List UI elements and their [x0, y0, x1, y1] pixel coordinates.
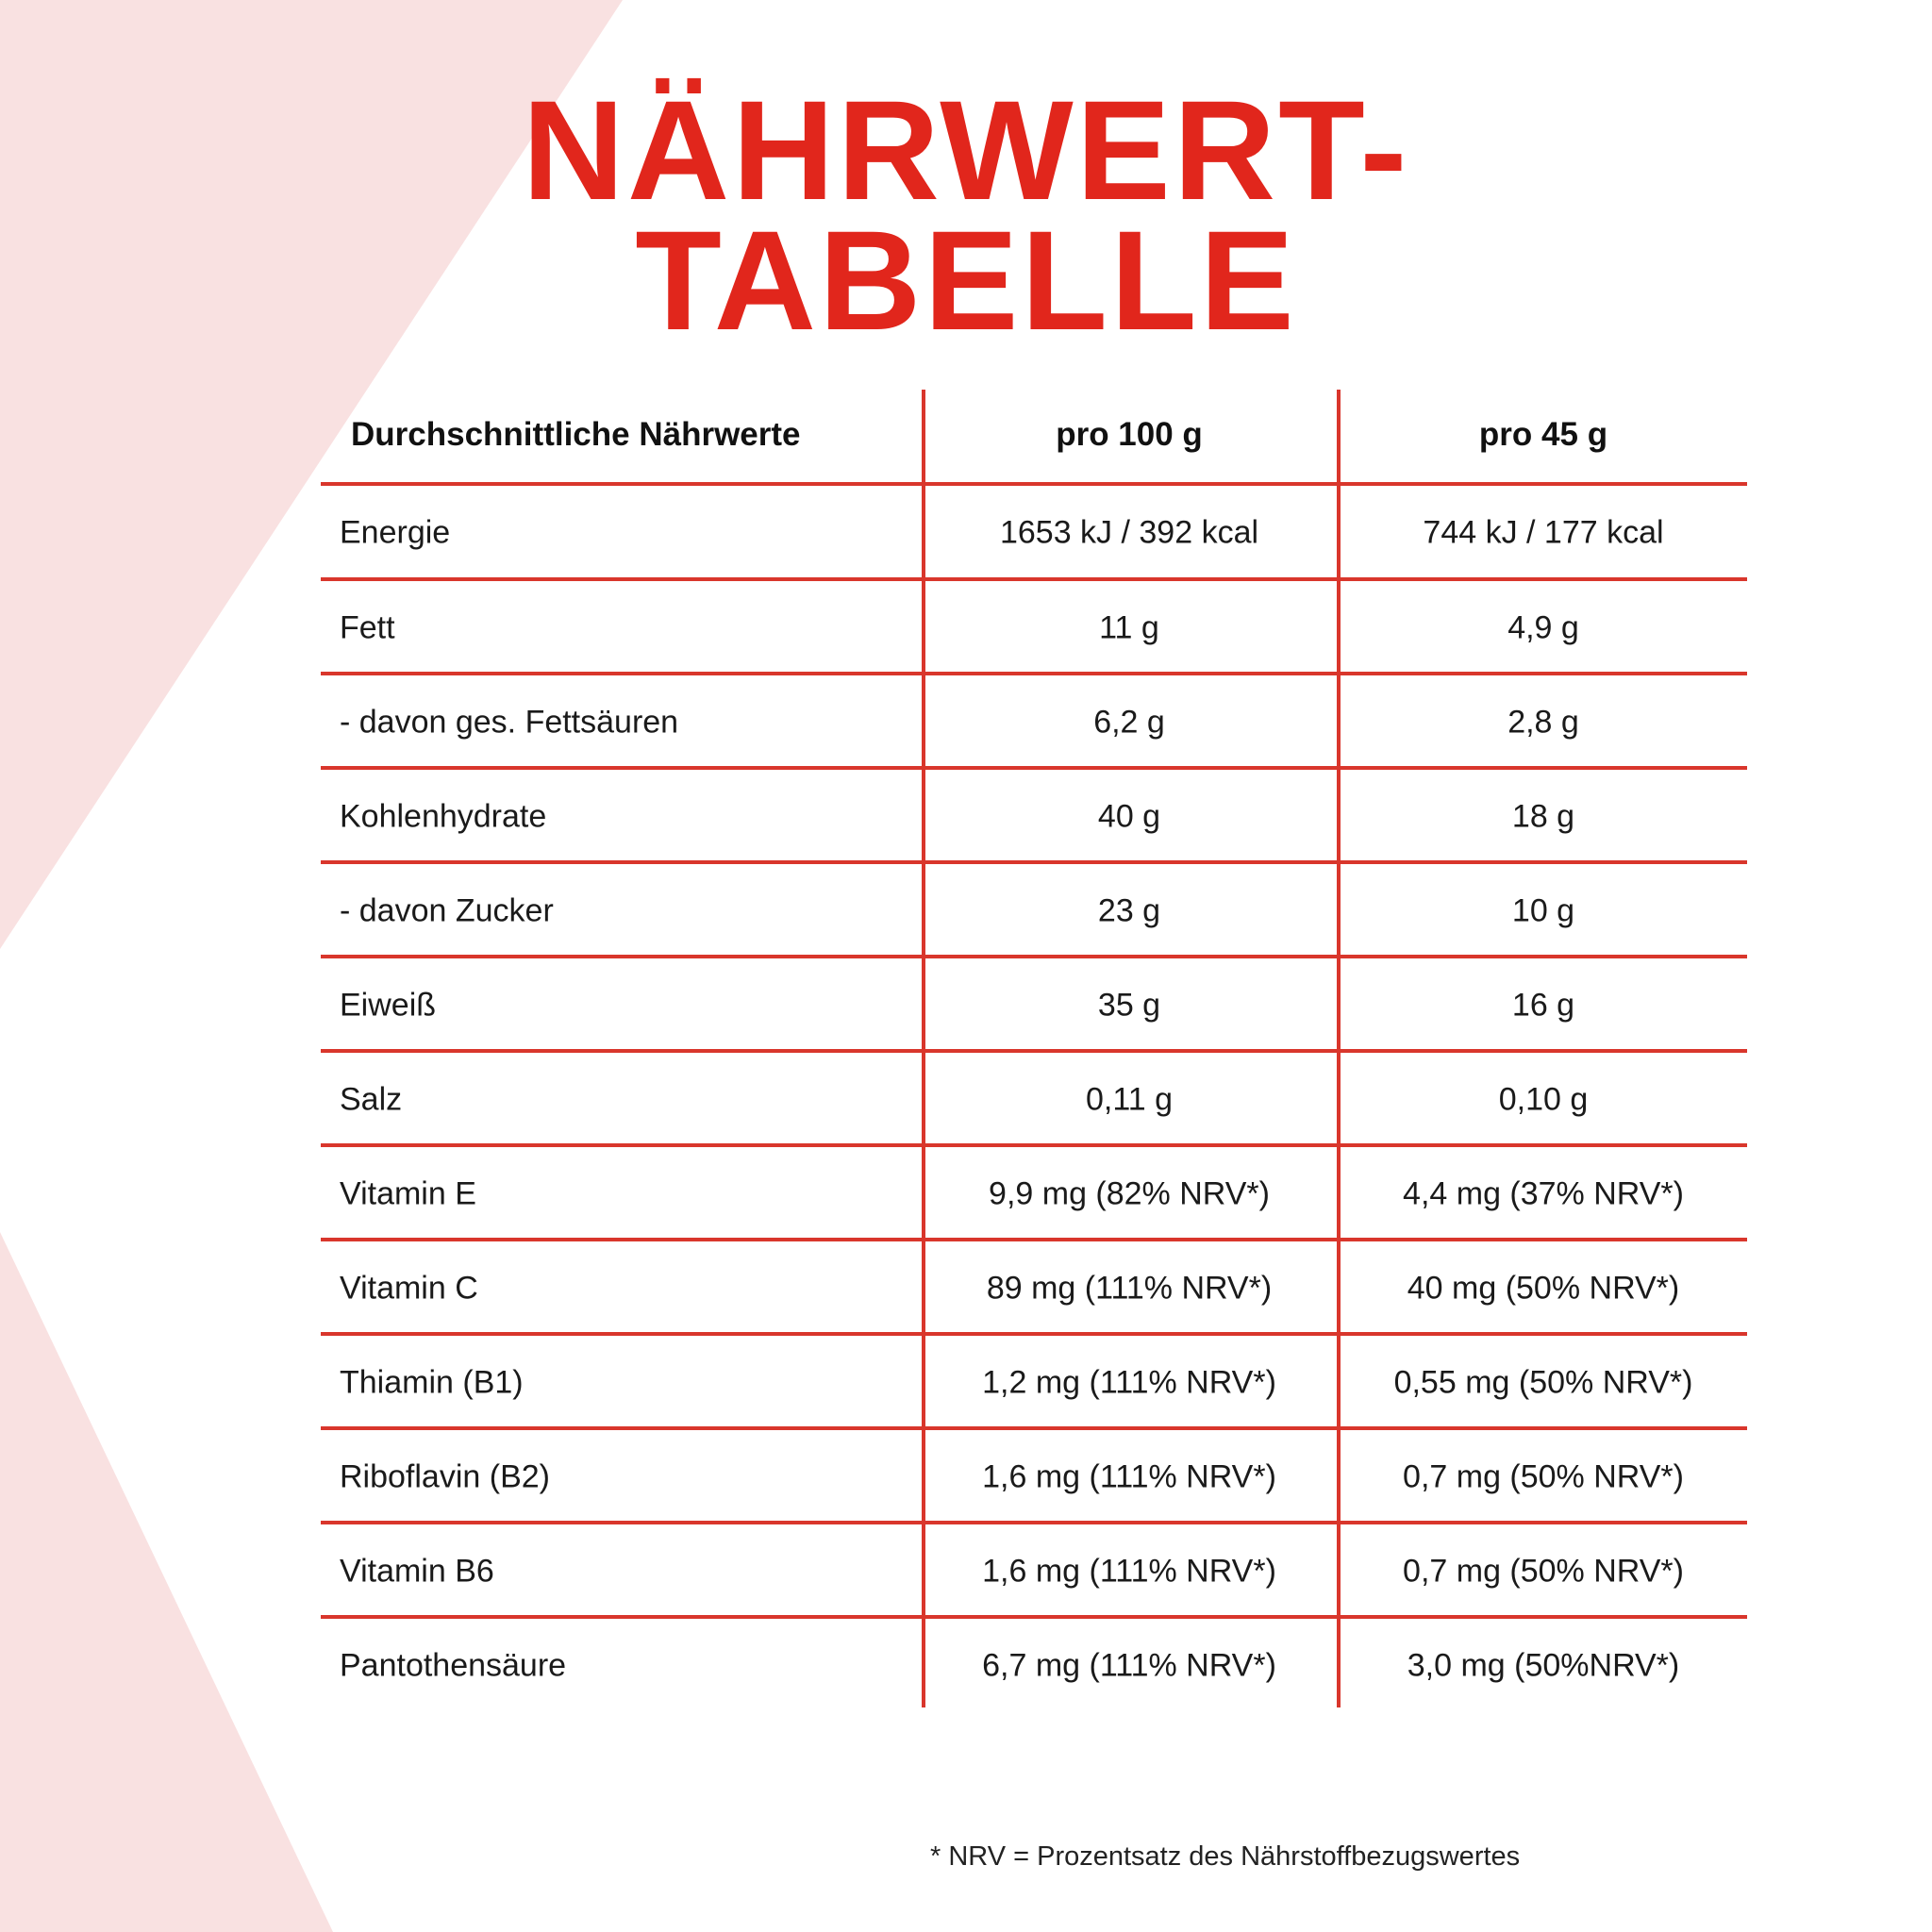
nutrient-label: - davon Zucker	[340, 892, 554, 929]
value-per-100g: 40 g	[1097, 798, 1161, 835]
nutrient-label: - davon ges. Fettsäuren	[340, 704, 679, 741]
row-divider	[321, 766, 1747, 770]
page-title-line1: NÄHRWERT-	[522, 71, 1410, 229]
value-per-45g: 2,8 g	[1507, 704, 1579, 741]
value-per-45g: 3,0 mg (50%NRV*)	[1407, 1647, 1680, 1684]
nutrient-label: Vitamin C	[340, 1270, 478, 1307]
nutrient-label: Energie	[340, 514, 451, 551]
background-shape-top	[0, 0, 623, 949]
value-per-100g: 1,6 mg (111% NRV*)	[982, 1458, 1276, 1495]
column-divider	[922, 390, 925, 1707]
value-per-45g: 0,7 mg (50% NRV*)	[1403, 1553, 1684, 1590]
value-per-45g: 0,10 g	[1498, 1081, 1589, 1118]
row-divider	[321, 577, 1747, 581]
nutrient-label: Kohlenhydrate	[340, 798, 547, 835]
row-divider	[321, 1426, 1747, 1430]
value-per-100g: 23 g	[1097, 892, 1161, 929]
row-divider	[321, 860, 1747, 864]
row-divider	[321, 482, 1747, 486]
row-divider	[321, 1521, 1747, 1524]
nutrient-label: Fett	[340, 609, 395, 646]
nutrient-label: Pantothensäure	[340, 1647, 567, 1684]
value-per-100g: 89 mg (111% NRV*)	[986, 1270, 1273, 1307]
value-per-45g: 0,7 mg (50% NRV*)	[1403, 1458, 1684, 1495]
row-divider	[321, 1615, 1747, 1619]
nutrient-label: Thiamin (B1)	[340, 1364, 524, 1401]
value-per-100g: 0,11 g	[1085, 1081, 1174, 1118]
nutrient-label: Salz	[340, 1081, 403, 1118]
value-per-100g: 6,7 mg (111% NRV*)	[982, 1647, 1276, 1684]
footnote: * NRV = Prozentsatz des Nährstoffbezugsw…	[930, 1841, 1521, 1872]
row-divider	[321, 955, 1747, 958]
value-per-100g: 35 g	[1097, 987, 1161, 1024]
value-per-100g: 1653 kJ / 392 kcal	[999, 514, 1259, 551]
nutrient-label: Eiweiß	[340, 987, 437, 1024]
nutrient-label: Vitamin B6	[340, 1553, 494, 1590]
row-divider	[321, 1143, 1747, 1147]
value-per-45g: 18 g	[1511, 798, 1575, 835]
nutrient-label: Riboflavin (B2)	[340, 1458, 550, 1495]
value-per-100g: 11 g	[1099, 609, 1159, 646]
page-title-line2: TABELLE	[635, 201, 1297, 359]
row-divider	[321, 1332, 1747, 1336]
row-divider	[321, 1238, 1747, 1241]
nutrient-label: Vitamin E	[340, 1175, 476, 1212]
value-per-45g: 16 g	[1511, 987, 1575, 1024]
column-header: pro 45 g	[1478, 416, 1608, 453]
value-per-100g: 1,2 mg (111% NRV*)	[982, 1364, 1276, 1401]
column-divider	[1337, 390, 1341, 1707]
column-header: Durchschnittliche Nährwerte	[351, 416, 801, 453]
value-per-45g: 4,4 mg (37% NRV*)	[1403, 1175, 1684, 1212]
row-divider	[321, 672, 1747, 675]
background-shape-bottom	[0, 1232, 333, 1932]
column-header: pro 100 g	[1056, 416, 1203, 453]
value-per-45g: 0,55 mg (50% NRV*)	[1393, 1364, 1693, 1401]
value-per-45g: 744 kJ / 177 kcal	[1423, 514, 1664, 551]
value-per-45g: 10 g	[1511, 892, 1575, 929]
value-per-45g: 4,9 g	[1507, 609, 1579, 646]
value-per-100g: 9,9 mg (82% NRV*)	[989, 1175, 1270, 1212]
row-divider	[321, 1049, 1747, 1053]
value-per-100g: 1,6 mg (111% NRV*)	[982, 1553, 1276, 1590]
value-per-100g: 6,2 g	[1093, 704, 1165, 741]
value-per-45g: 40 mg (50% NRV*)	[1407, 1270, 1680, 1307]
